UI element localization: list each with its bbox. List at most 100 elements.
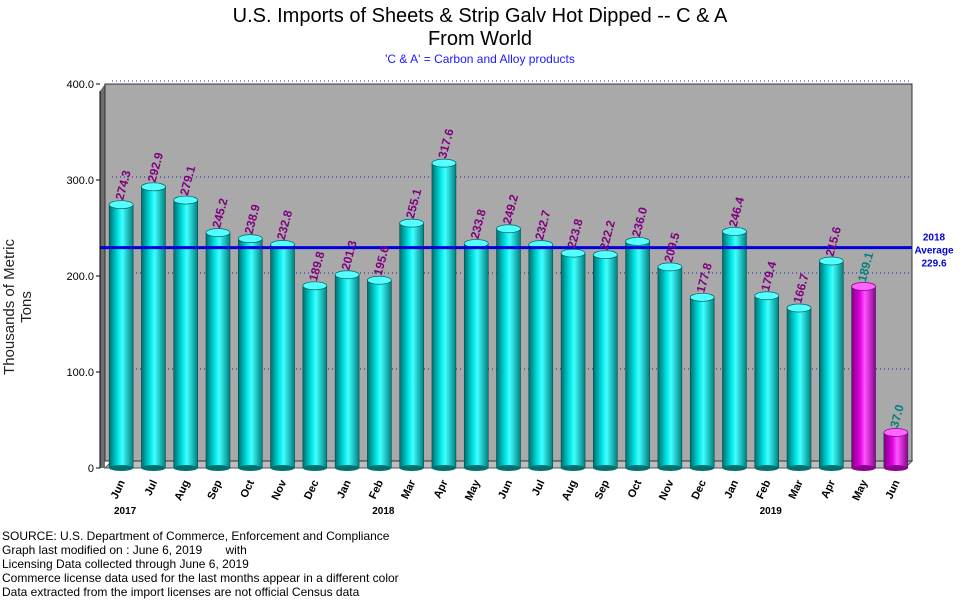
plot-left-wall (100, 84, 105, 468)
bar-1 (141, 182, 166, 471)
bar-base (657, 465, 682, 471)
bar-top (560, 248, 586, 258)
x-tick-label: Apr (819, 478, 838, 501)
bar-base (109, 465, 134, 471)
bar-12 (496, 224, 521, 471)
bar-19 (722, 227, 747, 471)
x-tick-label: Jul (143, 478, 161, 497)
bar (463, 243, 489, 469)
x-tick-label: Oct (626, 478, 645, 500)
y-tick-label: 300.0 (66, 175, 94, 187)
bar-14 (560, 248, 586, 471)
bar-top (205, 228, 231, 237)
bar (819, 260, 844, 469)
bar-base (690, 465, 715, 471)
bar-2 (173, 195, 199, 471)
x-tick-label: Jan (722, 478, 741, 501)
bar (496, 228, 521, 469)
bar (883, 432, 909, 469)
bar-top (334, 270, 360, 280)
bar-base (754, 465, 779, 471)
bar (851, 286, 876, 469)
bar-base (625, 465, 650, 471)
x-tick-label: Nov (270, 477, 290, 502)
bar-base (173, 465, 198, 471)
bar-top (754, 291, 780, 301)
bar (302, 285, 328, 469)
x-tick-label: Jan (335, 478, 354, 501)
bar (173, 199, 198, 469)
bar-3 (205, 228, 231, 471)
footer-line: Data extracted from the import licenses … (2, 585, 360, 599)
x-tick-label: Oct (238, 478, 257, 500)
x-tick-label: Mar (399, 478, 418, 501)
bar (689, 297, 715, 469)
x-tick-label: Dec (689, 478, 708, 501)
bar-top (141, 182, 166, 192)
bar-base (431, 465, 456, 471)
bar-8 (367, 275, 392, 471)
bar-base (141, 465, 166, 471)
x-tick-label: May (463, 477, 483, 502)
bar-top (786, 303, 812, 313)
bar-top (399, 218, 425, 228)
bar (108, 204, 134, 469)
average-label: 229.6 (921, 259, 946, 270)
bar-top (657, 262, 683, 272)
bar (141, 186, 166, 469)
bar-top (592, 250, 618, 260)
x-tick-label: Mar (787, 478, 806, 501)
bar-24 (883, 428, 909, 471)
bar-top (302, 281, 328, 291)
bar (431, 162, 457, 469)
x-tick-label: Apr (432, 478, 451, 501)
x-tick-label: Jun (109, 478, 128, 501)
bar-9 (399, 218, 425, 471)
x-tick-label: Aug (173, 478, 193, 502)
x-tick-label: Feb (754, 478, 773, 501)
bar-base (302, 465, 327, 471)
bar-base (722, 465, 747, 471)
bar-6 (302, 281, 328, 471)
bar-base (464, 465, 489, 471)
chart-subtitle: 'C & A' = Carbon and Alloy products (385, 52, 575, 66)
bar-top (496, 224, 521, 234)
bar-base (883, 465, 908, 471)
bar-11 (463, 239, 489, 471)
bar-base (851, 465, 876, 471)
bar (270, 244, 295, 469)
y-tick-label: 0 (88, 463, 94, 475)
bar-base (819, 465, 844, 471)
bar (560, 252, 586, 469)
bar-4 (237, 234, 263, 471)
bar-top (431, 158, 457, 168)
bar-18 (689, 292, 715, 471)
average-line: 2018 Average 229.6 (100, 233, 954, 270)
bar (593, 254, 618, 469)
x-tick-label: Sep (205, 478, 225, 502)
bar (334, 274, 360, 469)
source-footer: SOURCE: U.S. Department of Commerce, Enf… (2, 529, 399, 599)
bar-base (496, 465, 521, 471)
year-label: 2018 (372, 506, 395, 517)
y-tick-label: 100.0 (66, 367, 94, 379)
bar (786, 307, 812, 469)
x-tick-label: Aug (560, 478, 580, 502)
x-tick-label: May (850, 477, 870, 502)
bar (367, 279, 392, 469)
bar-base (787, 465, 812, 471)
bar-16 (625, 237, 650, 471)
value-label: 37.0 (887, 403, 907, 429)
bar-top (818, 256, 844, 266)
footer-line: Licensing Data collected through June 6,… (2, 557, 249, 571)
bar-22 (818, 256, 844, 471)
bar-top (722, 227, 747, 236)
footer-line: Commerce license data used for the last … (2, 571, 399, 585)
bar (722, 231, 747, 469)
bar-base (528, 465, 553, 471)
bar-5 (270, 240, 295, 471)
x-tick-label: Nov (657, 477, 677, 502)
bar-10 (431, 158, 457, 471)
bar-base (238, 465, 263, 471)
